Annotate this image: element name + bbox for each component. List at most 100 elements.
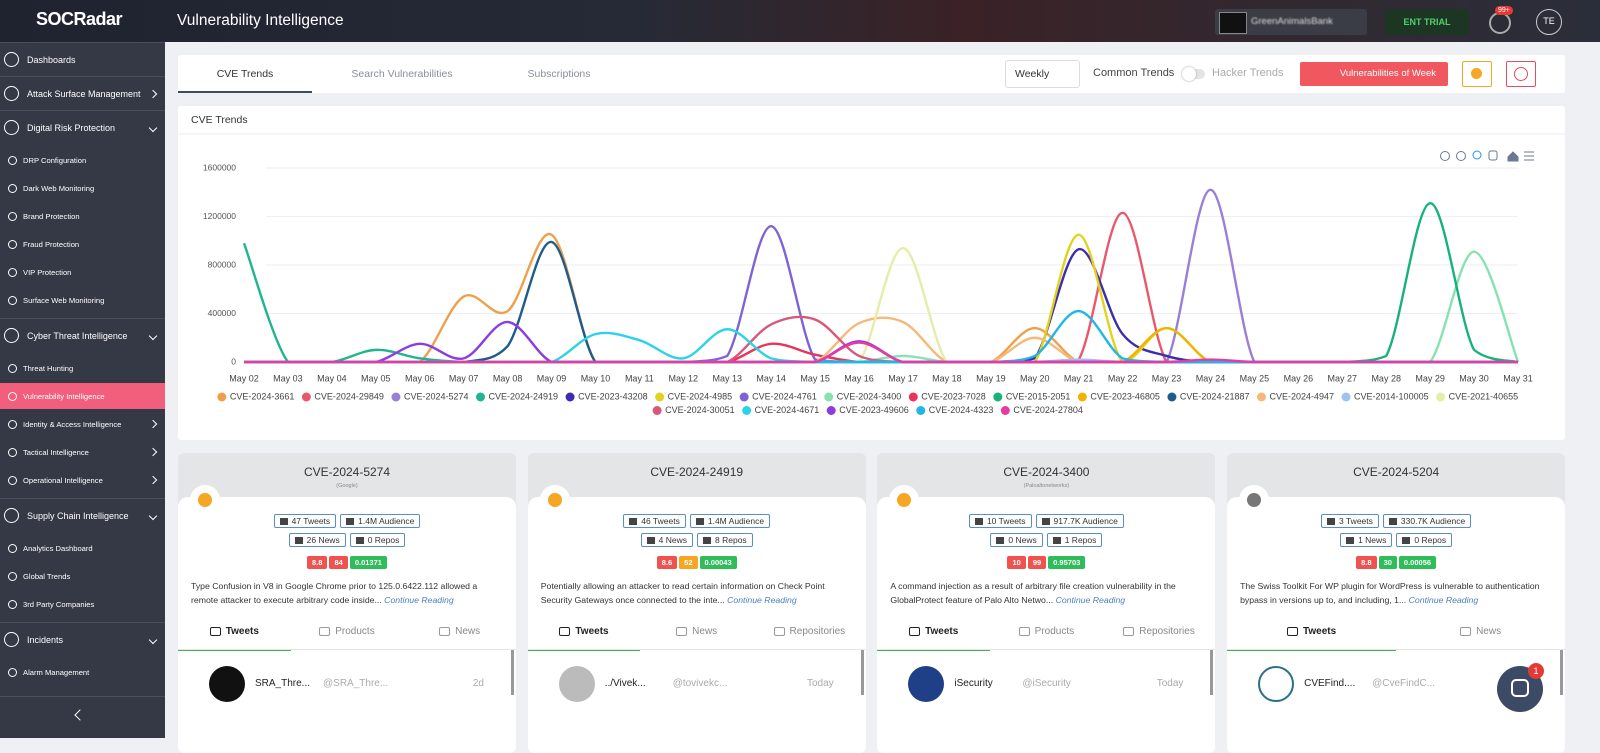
chat-button[interactable]: 1 [1497,663,1544,712]
legend-item[interactable]: CVE-2023-49606 [826,405,909,415]
sidebar-item[interactable]: Brand Protection [0,203,165,229]
tweet-avatar [558,666,595,702]
sidebar-item[interactable]: Incidents [0,622,165,656]
continue-reading-link[interactable]: Continue Reading [384,595,454,605]
card-tab[interactable]: Tweets [178,626,291,651]
add-button[interactable] [1506,61,1536,87]
legend-item[interactable]: CVE-2024-3400 [824,391,901,402]
legend-item[interactable]: CVE-2024-21887 [1167,391,1249,402]
legend-item[interactable]: CVE-2024-29849 [301,391,384,402]
card-tab[interactable]: Repositories [1103,626,1216,646]
stats-row: 4 News 8 Repos [528,530,866,548]
sidebar-item[interactable]: Cyber Threat Intelligence [0,318,165,352]
card-tab[interactable]: News [403,626,516,646]
stat-chip: 8 Repos [697,533,753,547]
score-badge: 0.01371 [349,556,387,569]
continue-reading-link[interactable]: Continue Reading [1408,595,1479,605]
trend-toggle[interactable] [1182,67,1205,81]
card-title[interactable]: CVE-2024-3400 [1003,465,1090,479]
legend-item[interactable]: CVE-2024-24919 [476,391,558,402]
card-tab-icon [1123,627,1135,636]
sidebar-item[interactable]: Analytics Dashboard [0,535,165,561]
scrollbar [860,650,864,695]
description-text: The Swiss Toolkit For WP plugin for Word… [1240,581,1540,605]
tab[interactable]: Subscriptions [527,68,591,80]
company-selector[interactable]: GreenAnimalsBank [1215,9,1367,35]
card-title[interactable]: CVE-2024-24919 [650,465,744,479]
legend-item[interactable]: CVE-2015-2051 [993,391,1070,402]
x-tick-label: May 09 [537,373,567,383]
card-tab[interactable]: Products [990,626,1103,646]
sidebar-icon [4,52,19,67]
card-tab[interactable]: News [1396,626,1565,646]
sidebar-item[interactable]: Attack Surface Management [0,76,165,110]
zoom-icon[interactable] [1472,150,1482,160]
card-tab[interactable]: Tweets [527,626,641,651]
sidebar-item[interactable]: Dashboards [0,42,165,76]
zoom-out-icon[interactable] [1456,151,1466,161]
legend-item[interactable]: CVE-2024-4985 [655,391,732,402]
card-title[interactable]: CVE-2024-5204 [1353,465,1440,479]
legend-item[interactable]: CVE-2024-5274 [391,391,469,402]
user-avatar[interactable]: TE [1536,9,1562,35]
continue-reading-link[interactable]: Continue Reading [727,595,797,605]
period-select[interactable]: Weekly [1005,60,1080,88]
card-tab[interactable]: Tweets [877,626,991,651]
tab[interactable]: Search Vulnerabilities [351,68,453,80]
zoom-in-icon[interactable] [1440,151,1450,161]
logo[interactable]: SOCRadar [36,9,123,29]
legend-item[interactable]: CVE-2024-4947 [1256,391,1334,402]
legend-item[interactable]: CVE-2024-4323 [916,405,993,415]
sidebar-item[interactable]: 3rd Party Companies [0,591,165,617]
legend-item[interactable]: CVE-2024-3661 [217,391,294,402]
sidebar-label: Supply Chain Intelligence [27,510,129,521]
sidebar-item[interactable]: Threat Hunting [0,355,165,381]
legend-item[interactable]: CVE-2024-4671 [742,405,819,415]
sidebar-item[interactable]: Dark Web Monitoring [0,175,165,201]
chat-icon [1511,679,1529,697]
card-tab[interactable]: Repositories [753,626,866,646]
continue-reading-link[interactable]: Continue Reading [1055,595,1126,605]
legend-marker [476,392,485,402]
sun-button[interactable] [1462,61,1492,87]
legend-item[interactable]: CVE-2023-46805 [1077,391,1160,402]
card-tab-label: Tweets [925,626,959,637]
card-tab[interactable]: News [640,626,753,646]
sidebar-item[interactable]: Fraud Protection [0,231,165,257]
hacker-trends-label[interactable]: Hacker Trends [1212,67,1284,79]
legend-item[interactable]: CVE-2014-100005 [1341,391,1429,402]
legend-item[interactable]: CVE-2024-4761 [739,391,817,402]
pan-icon[interactable] [1488,150,1498,161]
tab[interactable]: CVE Trends [178,55,312,93]
card-tab[interactable]: Tweets [1227,626,1397,651]
sidebar-icon [8,543,17,553]
sidebar-item[interactable]: Vulnerability Intelligence [0,383,165,409]
sidebar-item[interactable]: Digital Risk Protection [0,110,165,144]
reset-icon[interactable] [1507,151,1519,162]
sidebar-item[interactable]: Global Trends [0,563,165,589]
sidebar-item[interactable]: Alarm Management [0,659,165,685]
menu-icon[interactable] [1524,151,1534,161]
stat-audience: 330.7K Audience [1400,516,1466,526]
collapse-button[interactable] [0,696,165,738]
sidebar-item[interactable]: Identity & Access Intelligence [0,411,165,437]
legend-label: CVE-2024-4947 [1269,391,1334,401]
sidebar-item[interactable]: Tactical Intelligence [0,439,165,465]
sidebar-item[interactable]: Supply Chain Intelligence [0,498,165,532]
sidebar-item[interactable]: DRP Configuration [0,147,165,173]
legend-label: CVE-2024-27804 [1013,405,1083,415]
card-tab[interactable]: Products [291,626,404,646]
legend-item[interactable]: CVE-2024-27804 [1000,405,1083,415]
legend-item[interactable]: CVE-2021-40655 [1436,391,1518,402]
plan-badge[interactable]: ENT TRIAL [1385,9,1469,35]
notification-icon[interactable] [1489,12,1511,34]
legend-item[interactable]: CVE-2023-43208 [565,391,648,402]
common-trends-label[interactable]: Common Trends [1093,67,1175,79]
sidebar-item[interactable]: Operational Intelligence [0,467,165,493]
sidebar-item[interactable]: Surface Web Monitoring [0,287,165,313]
sidebar-item[interactable]: VIP Protection [0,259,165,285]
vulnerabilities-of-week-button[interactable]: Vulnerabilities of Week [1300,62,1448,86]
legend-item[interactable]: CVE-2023-7028 [908,391,986,402]
card-title[interactable]: CVE-2024-5274 [303,465,391,479]
legend-item[interactable]: CVE-2024-30051 [652,405,735,415]
